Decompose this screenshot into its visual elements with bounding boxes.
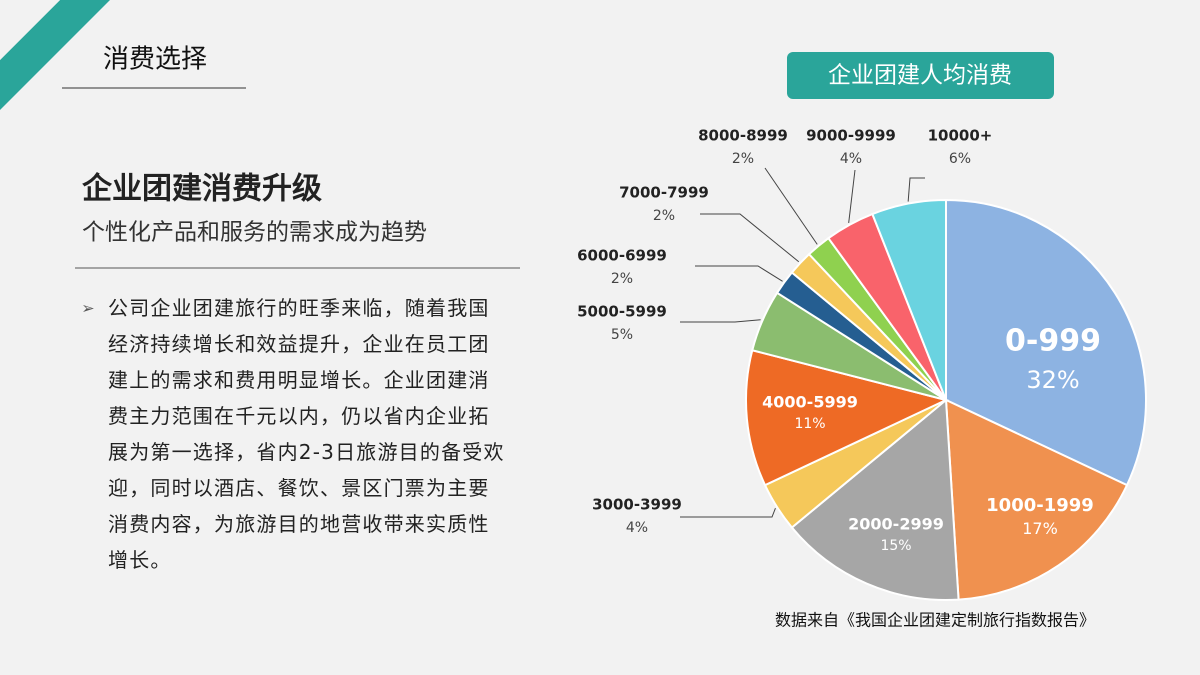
pie-slice <box>944 398 1129 601</box>
leader-line <box>680 508 776 518</box>
pie-slice <box>871 198 947 401</box>
slice-label: 5000-5999 <box>577 303 667 321</box>
slice-label: 6000-6999 <box>577 247 667 265</box>
slice-label: 4000-5999 <box>762 393 858 412</box>
leader-line <box>764 167 818 245</box>
corner-deco <box>0 0 60 60</box>
heading: 企业团建消费升级 <box>82 172 322 207</box>
slice-value: 6% <box>949 151 971 167</box>
slice-value: 15% <box>880 538 911 554</box>
page-title: 消费选择 <box>103 45 207 75</box>
leader-line <box>695 265 783 282</box>
slice-label: 7000-7999 <box>619 184 709 202</box>
chart-title: 企业团建人均消费 <box>828 63 1012 89</box>
slice-label: 9000-9999 <box>806 127 896 145</box>
pie-slice <box>745 349 949 487</box>
slice-label: 10000+ <box>928 127 993 145</box>
slice-value: 2% <box>653 208 675 224</box>
slice-value: 5% <box>611 327 633 343</box>
slice-value: 32% <box>1026 366 1079 394</box>
slice-value: 11% <box>794 416 825 432</box>
slice-label: 8000-8999 <box>698 127 788 145</box>
bullet: ➢ <box>81 299 94 318</box>
slice-label: 1000-1999 <box>986 495 1094 516</box>
leader-line <box>848 169 856 224</box>
source-note: 数据来自《我国企业团建定制旅行指数报告》 <box>775 611 1095 630</box>
leader-line <box>700 213 800 263</box>
slice-value: 2% <box>732 151 754 167</box>
slice-value: 4% <box>840 151 862 167</box>
chart-title-badge <box>787 52 1054 99</box>
slice-value: 17% <box>1022 519 1058 538</box>
leader-line <box>680 319 761 323</box>
slice-value: 4% <box>626 520 648 536</box>
pie-slice <box>790 397 960 601</box>
slice-value: 2% <box>611 271 633 287</box>
pie-slice <box>945 198 1147 487</box>
leader-line <box>907 177 925 202</box>
corner-deco <box>0 0 110 110</box>
slice-label: 0-999 <box>1005 324 1101 359</box>
slice-label: 2000-2999 <box>848 515 944 534</box>
slice-label: 3000-3999 <box>592 496 682 514</box>
subheading: 个性化产品和服务的需求成为趋势 <box>82 220 427 246</box>
paragraph: 公司企业团建旅行的旺季来临，随着我国经济持续增长和效益提升，企业在员工团建上的需… <box>108 296 505 572</box>
